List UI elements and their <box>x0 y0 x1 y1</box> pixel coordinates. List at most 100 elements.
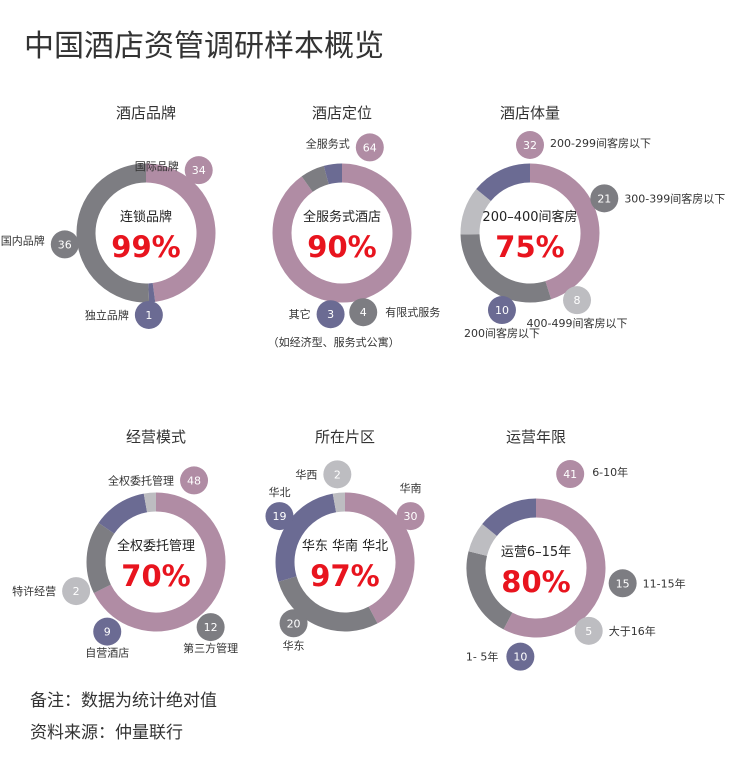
chart-title: 酒店体量 <box>500 104 560 122</box>
center-label: 运营6–15年 <box>501 545 571 560</box>
value-bubble <box>180 466 209 495</box>
center-value: 90% <box>307 230 376 264</box>
donut-segment <box>76 163 150 303</box>
data-label: 48 <box>187 474 201 487</box>
footer-source: 资料来源：仲量联行 <box>30 723 183 743</box>
value-bubble <box>279 609 308 638</box>
donut-segment <box>460 233 552 303</box>
page-title: 中国酒店资管调研样本概览 <box>24 29 384 64</box>
category-label: 6-10年 <box>592 465 628 479</box>
donut-segment <box>482 498 537 537</box>
donut-segment <box>332 492 346 513</box>
value-bubble <box>196 613 225 642</box>
category-label: 第三方管理 <box>183 641 238 655</box>
data-label: 4 <box>360 306 367 319</box>
value-bubble <box>506 642 535 671</box>
value-bubble <box>62 577 91 606</box>
value-bubble <box>355 133 384 162</box>
data-label: 32 <box>523 139 537 152</box>
data-label: 3 <box>327 308 334 321</box>
value-bubble <box>50 230 79 259</box>
donut-segment <box>143 492 157 513</box>
donut-segment <box>503 498 606 638</box>
center-value: 70% <box>121 559 190 593</box>
donut-segment <box>529 163 600 300</box>
chart-title: 酒店定位 <box>312 104 372 122</box>
data-label: 5 <box>585 625 592 638</box>
center-label: 华东 华南 华北 <box>302 538 388 554</box>
data-label: 30 <box>404 510 418 523</box>
donut-segment <box>93 492 226 632</box>
data-label: 1 <box>145 309 152 322</box>
category-label: 全服务式 <box>306 136 350 150</box>
center-label: 全权委托管理 <box>117 538 195 554</box>
category-label: 其它 <box>289 307 311 321</box>
value-bubble <box>487 296 516 325</box>
center-label: 200–400间客房 <box>482 209 577 225</box>
value-bubble <box>608 569 637 598</box>
data-label: 10 <box>495 304 509 317</box>
category-label: 大于16年 <box>609 624 656 638</box>
data-label: 9 <box>104 626 111 639</box>
donut-segment <box>468 523 498 557</box>
donut-segment <box>275 493 337 582</box>
data-label: 36 <box>58 238 72 251</box>
category-label: 华南 <box>400 481 422 495</box>
donut-segment <box>460 188 492 235</box>
value-bubble <box>574 616 603 645</box>
chart-title: 酒店品牌 <box>116 104 176 122</box>
data-label: 20 <box>287 617 301 630</box>
data-label: 15 <box>616 577 630 590</box>
donut-segment <box>272 163 412 303</box>
category-label: 300-399间客房以下 <box>624 191 725 205</box>
donut-segment <box>86 522 115 594</box>
category-label: 1- 5年 <box>466 650 498 664</box>
donut-segment <box>98 493 148 534</box>
center-value: 99% <box>111 230 180 264</box>
value-bubble <box>590 184 619 213</box>
category-label: 独立品牌 <box>85 308 129 322</box>
category-label: 华东 <box>283 638 305 652</box>
value-bubble <box>184 156 213 185</box>
category-label: 有限式服务 <box>385 305 440 319</box>
value-bubble <box>265 502 294 531</box>
donut-segment <box>145 163 216 302</box>
data-label: 8 <box>574 294 581 307</box>
center-value: 97% <box>310 559 379 593</box>
chart-title: 运营年限 <box>506 428 566 446</box>
donut-segment <box>323 163 343 185</box>
center-label: 全服务式酒店 <box>303 209 381 225</box>
value-bubble <box>556 460 585 489</box>
value-bubble <box>563 286 592 315</box>
category-sublabel: （如经济型、服务式公寓） <box>268 335 400 349</box>
category-label: 国际品牌 <box>135 159 179 173</box>
donut-charts: 酒店品牌连锁品牌99%34国际品牌1独立品牌36国内品牌酒店定位全服务式酒店90… <box>1 104 725 671</box>
chart-title: 经营模式 <box>126 428 186 446</box>
chart-title: 所在片区 <box>315 428 375 446</box>
data-label: 21 <box>597 192 611 205</box>
value-bubble <box>134 300 163 329</box>
donut-segment <box>301 165 330 193</box>
data-label: 34 <box>192 164 206 177</box>
donut-chart-3: 酒店体量 200–400间客房 75% 32 200-299间客房以下 21 300-399… <box>460 104 725 340</box>
data-label: 2 <box>334 468 341 481</box>
data-label: 10 <box>513 651 527 664</box>
donut-segment <box>278 575 378 632</box>
value-bubble <box>323 460 352 489</box>
value-bubble <box>349 298 378 327</box>
center-value: 75% <box>495 230 564 264</box>
category-label: 华西 <box>295 467 317 481</box>
data-label: 41 <box>563 468 577 481</box>
category-label: 华北 <box>268 485 290 499</box>
data-label: 19 <box>272 510 286 523</box>
center-label: 连锁品牌 <box>120 209 172 225</box>
footer-note: 备注：数据为统计绝对值 <box>30 691 217 711</box>
data-label: 2 <box>73 585 80 598</box>
value-bubble <box>516 131 544 159</box>
